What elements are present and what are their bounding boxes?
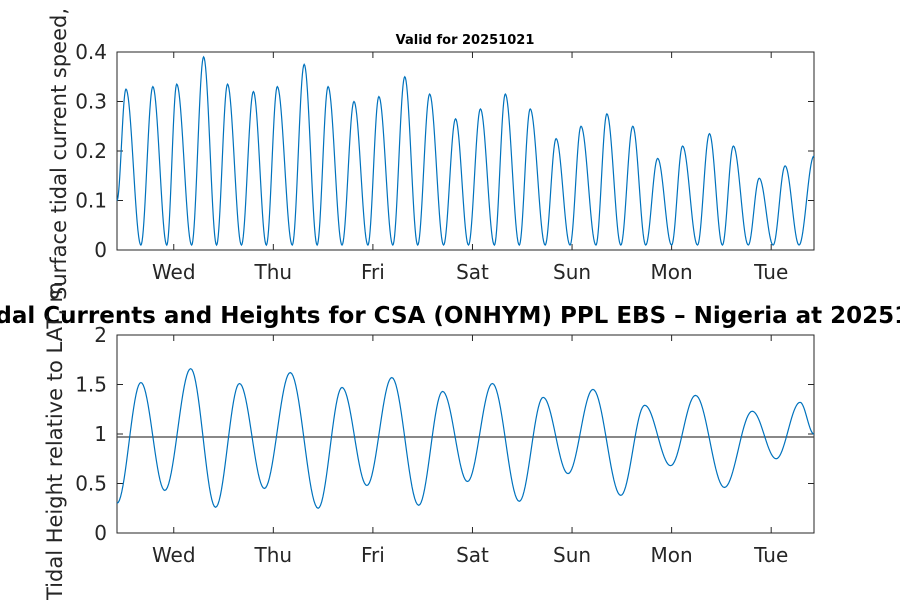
top-chart-x-tick-label: Sat [456,260,489,284]
bottom-chart-y-tick-label: 1 [94,422,107,446]
top-chart-x-tick-label: Mon [651,260,693,284]
top-chart-y-tick-label: 0.2 [75,139,107,163]
bottom-chart-y-tick-label: 1.5 [75,373,107,397]
bottom-chart-axes-frame [116,334,815,534]
bottom-chart-x-tick-label: Fri [361,543,385,567]
top-chart-y-label: Surface tidal current speed, kn [47,0,71,300]
bottom-chart-x-tick-label: Wed [152,543,196,567]
top-chart-x-tick-label: Fri [361,260,385,284]
bottom-chart-y-tick-label: 2 [94,323,107,347]
top-chart-x-tick-label: Sun [553,260,591,284]
top-chart-series-line [116,55,815,247]
bottom-chart-x-tick-label: Sat [456,543,489,567]
bottom-chart-y-tick-label: 0 [94,521,107,545]
top-chart-y-tick-label: 0.1 [75,189,107,213]
top-chart-y-tick-label: 0 [94,238,107,262]
top-chart-plot-area: 0 0.1 0.2 0.3 0.4 Wed Thu Fri Sat Sun Mon Tue [75,40,815,284]
bottom-chart-series-line [116,367,815,509]
top-chart-title: Valid for 20251021 [396,33,535,48]
top-chart-x-tick-label: Thu [254,260,293,284]
bottom-chart-x-tick-label: Thu [254,543,293,567]
top-chart-y-tick-label: 0.3 [75,90,107,114]
bottom-chart-x-tick-label: Sun [553,543,591,567]
bottom-chart-plot-area: 0 0.5 1 1.5 2 Wed Thu Fri Sat Sun Mon Tue [75,323,815,567]
top-chart-y-tick-label: 0.4 [75,40,107,64]
bottom-chart-x-tick-label: Mon [651,543,693,567]
bottom-chart-y-label: Tidal Height relative to LAT, m [43,282,67,600]
top-chart-axes-frame [116,51,815,251]
bottom-chart-title: Tidal Currents and Heights for CSA (ONHY… [0,303,900,329]
bottom-chart-x-tick-label: Tue [753,543,788,567]
top-chart-x-tick-label: Tue [753,260,788,284]
bottom-chart-y-tick-label: 0.5 [75,472,107,496]
top-chart-x-tick-label: Wed [152,260,196,284]
